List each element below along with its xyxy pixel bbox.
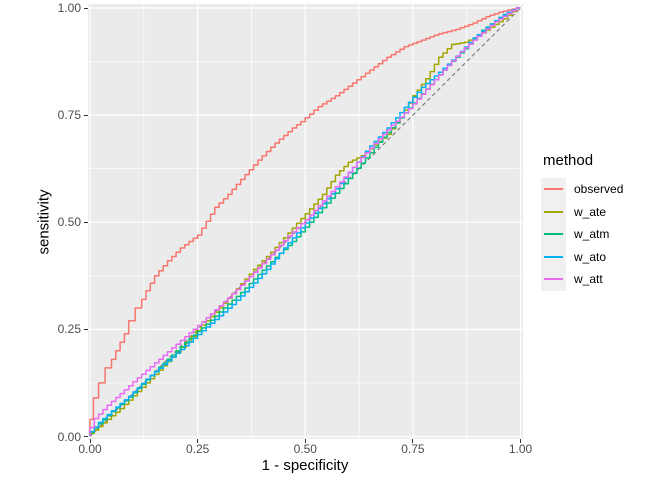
legend-item-w_att: w_att bbox=[541, 268, 669, 291]
x-tick-mark bbox=[520, 439, 521, 443]
x-tick-mark bbox=[412, 439, 414, 443]
y-tick-label: 1.00 bbox=[57, 1, 81, 15]
x-tick-label: 0.50 bbox=[293, 442, 317, 456]
y-tick-label: 0.00 bbox=[57, 429, 81, 444]
legend-key-w_att bbox=[541, 268, 566, 291]
plot-area-svg bbox=[88, 4, 523, 439]
legend-key-w_atm bbox=[541, 223, 566, 246]
legend-label: w_atm bbox=[574, 227, 610, 242]
legend-item-w_ate: w_ate bbox=[541, 200, 669, 223]
legend-item-observed: observed bbox=[541, 178, 669, 201]
y-tick-label: 0.75 bbox=[57, 108, 81, 123]
x-tick-mark bbox=[197, 439, 199, 443]
y-tick-mark bbox=[84, 114, 88, 116]
legend-title: method bbox=[543, 152, 594, 169]
y-tick-mark bbox=[84, 436, 88, 437]
curve-w_att bbox=[89, 7, 521, 437]
legend-swatch-observed bbox=[544, 188, 563, 191]
curve-observed bbox=[89, 7, 521, 437]
y-tick-mark bbox=[84, 328, 88, 330]
x-tick-label: 0.25 bbox=[185, 442, 210, 456]
legend-label: w_ato bbox=[574, 249, 607, 264]
y-tick-mark bbox=[84, 221, 88, 223]
legend-key-w_ate bbox=[541, 200, 566, 223]
x-tick-label: 0.00 bbox=[78, 442, 102, 456]
legend-swatch-w_att bbox=[544, 278, 563, 281]
plot-panel bbox=[88, 4, 523, 439]
y-tick-label: 0.25 bbox=[57, 322, 81, 337]
legend-key-observed bbox=[541, 178, 566, 201]
legend-swatch-w_atm bbox=[544, 233, 563, 236]
x-tick-label: 0.75 bbox=[401, 442, 425, 456]
legend-item-w_ato: w_ato bbox=[541, 245, 669, 268]
legend-item-w_atm: w_atm bbox=[541, 223, 669, 246]
legend-label: w_att bbox=[574, 272, 603, 287]
x-axis-title: 1 - specificity bbox=[261, 457, 349, 474]
legend-swatch-w_ato bbox=[544, 255, 563, 258]
legend-label: w_ate bbox=[574, 204, 607, 219]
legend: method observed w_ate w_atm w_ato w_att bbox=[541, 152, 669, 291]
y-axis-title: sensitivity bbox=[35, 189, 53, 255]
y-tick-mark bbox=[84, 7, 88, 9]
legend-key-w_ato bbox=[541, 245, 566, 268]
legend-swatch-w_ate bbox=[544, 210, 563, 213]
x-tick-mark bbox=[89, 439, 91, 443]
x-tick-mark bbox=[304, 439, 306, 443]
legend-label: observed bbox=[574, 182, 624, 197]
y-tick-label: 0.50 bbox=[57, 215, 81, 230]
legend-items: observed w_ate w_atm w_ato w_att bbox=[541, 178, 669, 291]
x-tick-label: 1.00 bbox=[508, 442, 533, 456]
